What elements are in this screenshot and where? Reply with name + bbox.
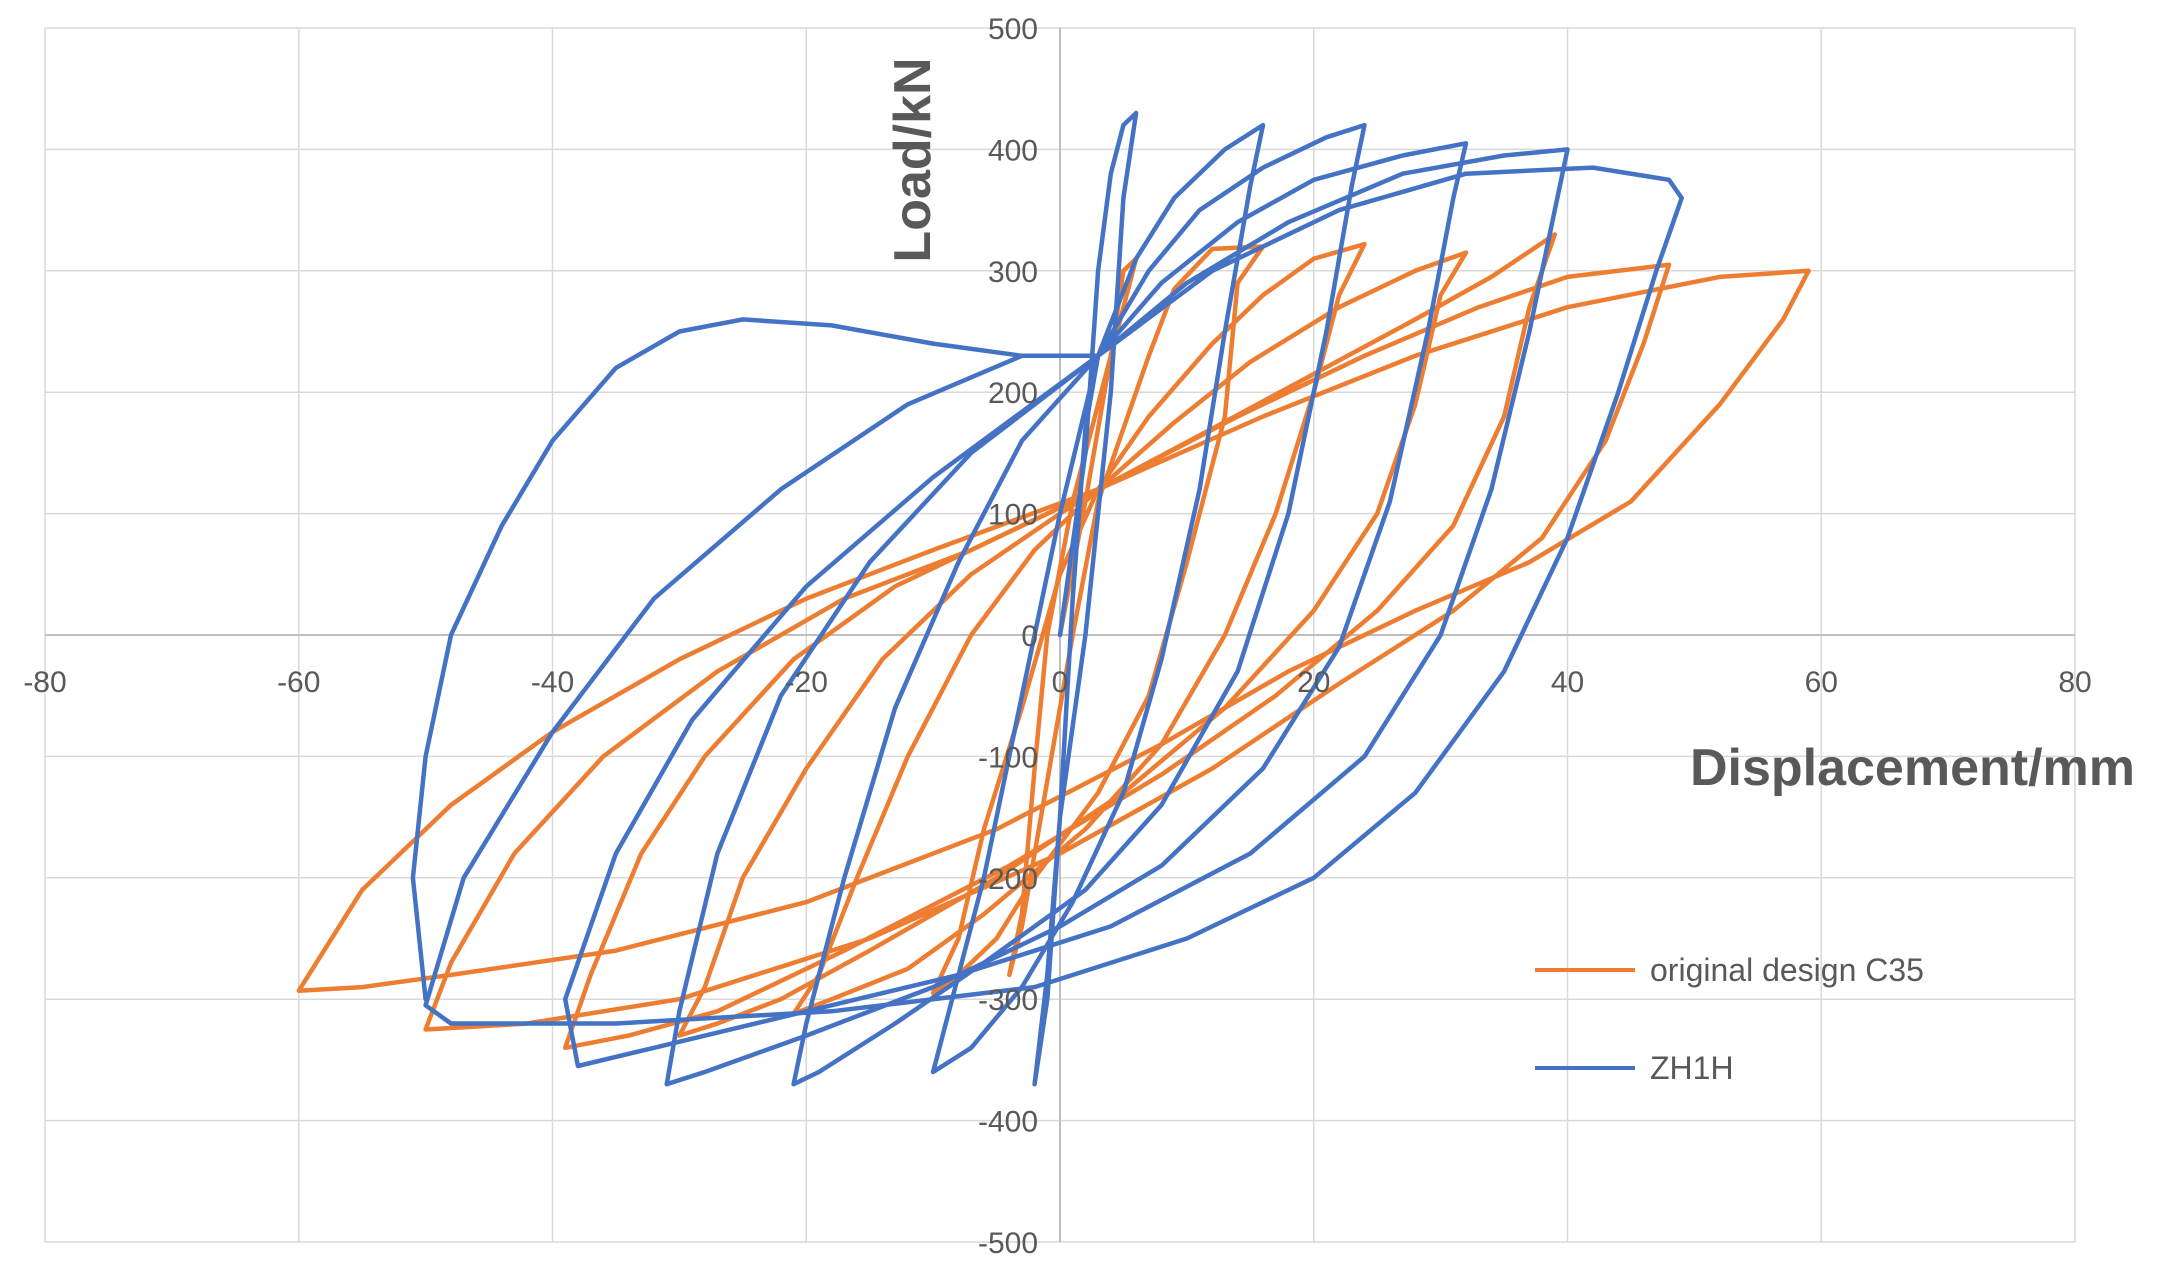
series-0-loop-5 (423, 262, 1672, 1032)
x-tick-label: 60 (1805, 666, 1838, 699)
x-tick-label: 20 (1297, 666, 1330, 699)
y-tick-label: 300 (988, 256, 1038, 289)
x-tick-label: 80 (2058, 666, 2091, 699)
x-tick-label: 0 (1052, 666, 1069, 699)
y-tick-label: 200 (988, 377, 1038, 410)
legend: original design C35 ZH1H (1535, 952, 1924, 1086)
series-1-loop-1 (930, 122, 1266, 1075)
y-tick-labels: -500 -400 -300 -200 -100 0 100 200 300 400 500 (978, 13, 1038, 1260)
y-tick-label: -400 (978, 1106, 1038, 1139)
x-tick-labels: -80 -60 -40 -20 0 20 40 60 80 (23, 666, 2091, 699)
series-1-loop-2 (791, 122, 1367, 1087)
x-axis-title: Displacement/mm (1690, 739, 2135, 797)
x-tick-label: -60 (277, 666, 320, 699)
legend-label-zh1h: ZH1H (1650, 1050, 1734, 1086)
x-tick-label: -40 (531, 666, 574, 699)
series-1-loop-0 (1032, 110, 1139, 1087)
y-tick-label: 0 (1021, 620, 1038, 653)
y-tick-label: -500 (978, 1227, 1038, 1260)
y-axis-title: Load/kN (884, 57, 942, 262)
y-tick-label: 500 (988, 13, 1038, 46)
series-0-loop-6 (296, 268, 1811, 993)
y-tick-label: -300 (978, 984, 1038, 1017)
series-layer (296, 110, 1811, 1087)
x-tick-label: -80 (23, 666, 66, 699)
series-0-loop-4 (562, 232, 1558, 1051)
y-tick-label: 100 (988, 499, 1038, 532)
series-1-loop-6 (410, 317, 1101, 1002)
series-1-loop-5 (423, 165, 1684, 1026)
series-0-loop-1 (930, 244, 1266, 996)
y-tick-label: -100 (978, 741, 1038, 774)
series-1-loop-4 (562, 147, 1570, 1069)
x-tick-label: -20 (785, 666, 828, 699)
series-1-loop-3 (664, 141, 1469, 1087)
y-tick-label: -200 (978, 863, 1038, 896)
x-tick-label: 40 (1551, 666, 1584, 699)
legend-label-original-design: original design C35 (1650, 952, 1924, 988)
y-tick-label: 400 (988, 134, 1038, 167)
series-1 (410, 110, 1684, 1087)
